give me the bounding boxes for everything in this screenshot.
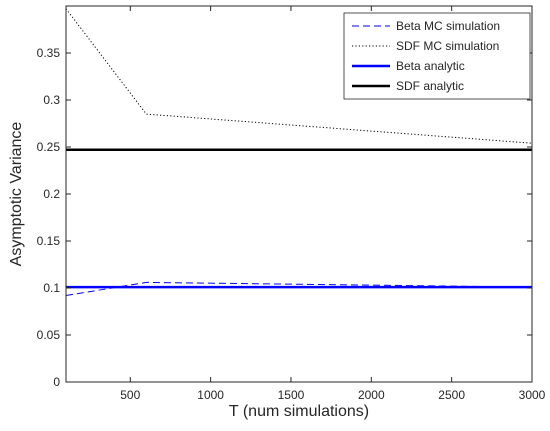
y-axis-label: Asymptotic Variance <box>8 122 25 267</box>
x-tick-label: 3000 <box>519 388 546 402</box>
y-tick-label: 0.15 <box>37 234 61 248</box>
x-tick-label: 2000 <box>358 388 385 402</box>
legend: Beta MC simulation SDF MC simulation Beta … <box>343 12 531 100</box>
x-tick-label: 500 <box>120 388 140 402</box>
plot-lines <box>65 8 533 296</box>
y-tick-label: 0.05 <box>37 328 61 342</box>
y-tick-label: 0.35 <box>37 46 61 60</box>
x-axis-label: T (num simulations) <box>229 403 369 420</box>
y-tick-label: 0.1 <box>43 281 60 295</box>
x-tick-label: 2500 <box>438 388 465 402</box>
legend-label: SDF MC simulation <box>396 39 499 53</box>
y-tick-label: 0.25 <box>37 140 61 154</box>
legend-label: SDF analytic <box>396 79 464 93</box>
axis-ticks: 500 1000 1500 2000 2500 3000 0 0.05 0.1 0.15 0.2 0.… <box>37 6 546 402</box>
legend-label: Beta MC simulation <box>396 19 500 33</box>
y-tick-label: 0.2 <box>43 187 60 201</box>
legend-label: Beta analytic <box>396 59 465 73</box>
y-tick-label: 0.3 <box>43 93 60 107</box>
x-tick-label: 1500 <box>278 388 305 402</box>
legend-box <box>343 12 531 100</box>
x-tick-label: 1000 <box>197 388 224 402</box>
series-line-0 <box>65 281 533 296</box>
y-tick-label: 0 <box>53 375 60 389</box>
